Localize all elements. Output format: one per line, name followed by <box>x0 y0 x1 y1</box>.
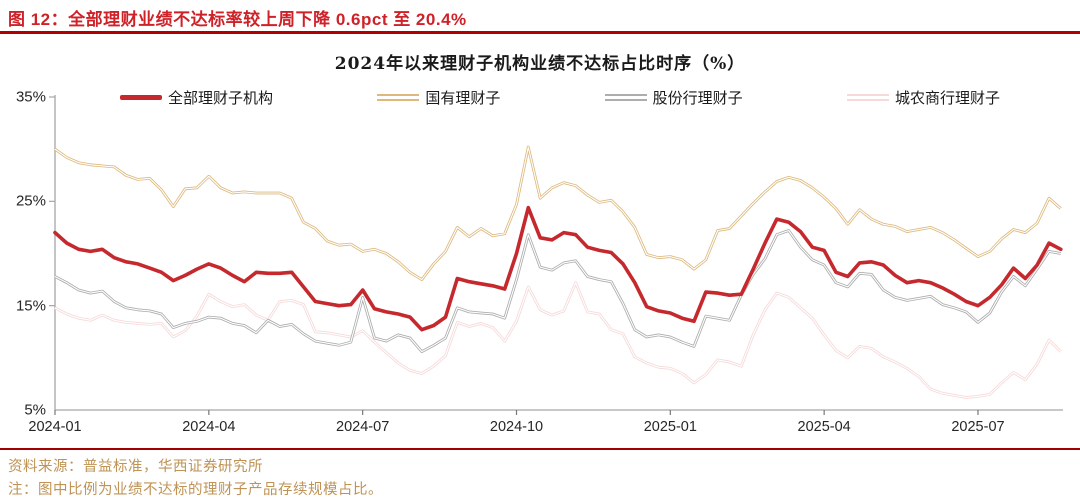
y-axis-label: 15% <box>15 297 46 315</box>
series-line-全部理财子机构 <box>53 205 1063 332</box>
chart-legend: 全部理财子机构 国有理财子 股份行理财子 城农商行理财子 <box>120 87 1000 108</box>
legend-line-swatch-tan <box>377 94 420 101</box>
legend-label: 全部理财子机构 <box>168 89 274 107</box>
figure-title: 图 12：全部理财业绩不达标率较上周下降 0.6pct 至 20.4% <box>8 10 467 29</box>
y-axis-label: 35% <box>15 88 46 106</box>
legend-line-swatch-gray <box>604 94 647 101</box>
series-line-core <box>54 146 1062 281</box>
legend-label: 国有理财子 <box>425 89 501 107</box>
title-divider-rule <box>0 31 1080 34</box>
x-axis-label: 2024-07 <box>336 419 390 435</box>
footer-divider-rule <box>0 448 1080 450</box>
legend-item-state-owned: 国有理财子 <box>377 87 500 108</box>
y-axis-label: 5% <box>24 401 46 419</box>
y-axis-label: 25% <box>15 192 46 210</box>
legend-line-swatch-red <box>120 95 162 100</box>
note-text: 注：图中比例为业绩不达标的理财子产品存续规模占比。 <box>8 482 383 498</box>
source-text: 资料来源：普益标准，华西证券研究所 <box>8 459 263 475</box>
series-line-core <box>54 229 1061 353</box>
series-line-core <box>54 282 1062 399</box>
chart-title: 2024年以来理财子机构业绩不达标占比时序（%） <box>334 54 746 74</box>
x-axis-label: 2025-04 <box>797 419 851 435</box>
series-line-国有理财子 <box>54 145 1062 282</box>
x-axis-label: 2025-07 <box>951 419 1005 435</box>
legend-item-city-rural: 城农商行理财子 <box>846 87 1000 108</box>
legend-line-swatch-pink <box>846 94 889 101</box>
x-axis-label: 2024-04 <box>182 419 236 435</box>
x-axis-label: 2025-01 <box>643 419 697 435</box>
legend-label: 城农商行理财子 <box>894 89 1000 107</box>
legend-item-all: 全部理财子机构 <box>120 87 273 108</box>
x-axis-label: 2024-10 <box>489 419 544 435</box>
legend-item-joint-stock: 股份行理财子 <box>604 87 743 108</box>
legend-label: 股份行理财子 <box>652 89 743 107</box>
series-line-股份行理财子 <box>54 229 1062 354</box>
x-axis-label: 2024-01 <box>28 419 82 435</box>
